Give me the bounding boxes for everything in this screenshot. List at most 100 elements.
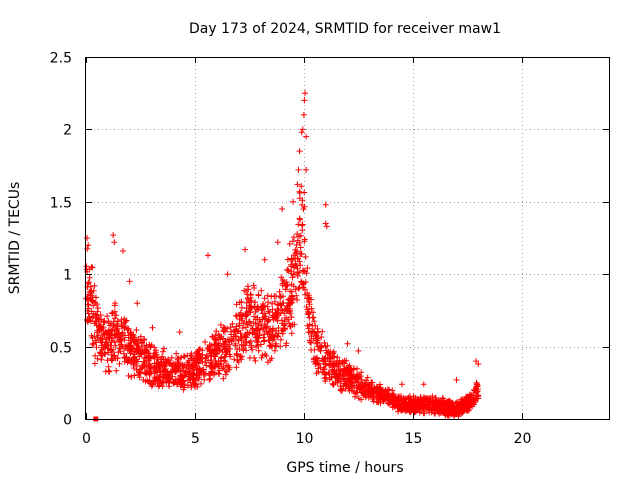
data-point [126,343,133,350]
data-point [257,341,264,348]
data-point [260,334,267,341]
y-tick-label: 2.5 [50,51,72,67]
data-point [295,285,302,292]
data-point [321,339,328,346]
data-point [240,347,247,354]
data-point [452,400,459,407]
data-point [300,284,307,291]
data-point [113,367,120,374]
data-point [174,356,181,363]
data-point [376,385,383,392]
data-point [320,357,327,364]
data-point [252,357,259,364]
y-tick-label: 0 [63,413,72,429]
data-point [144,377,151,384]
data-point [236,322,243,329]
data-point [293,250,300,257]
data-point [285,299,292,306]
data-point [275,307,282,314]
data-point [127,350,134,357]
data-point [221,353,228,360]
data-points [83,90,482,422]
data-point [369,396,376,402]
data-point [104,357,111,364]
data-point [253,306,260,313]
data-point [290,271,297,278]
data-point [185,371,192,378]
data-point [308,305,315,312]
data-point [219,365,226,372]
data-point [113,323,120,330]
data-point [293,241,300,248]
data-point [309,322,316,329]
data-point [168,354,175,361]
data-point [437,396,443,403]
data-point [322,220,329,227]
data-point [147,355,154,362]
data-point [333,367,340,374]
data-point [296,258,303,265]
data-point [282,286,289,293]
data-point [190,357,197,364]
data-point [178,354,185,361]
data-point [211,364,218,371]
data-point [224,348,230,355]
data-point [184,359,191,366]
data-point [112,342,119,349]
data-point [261,295,268,302]
data-point [427,395,434,402]
data-point [108,346,115,353]
data-point [321,356,328,363]
data-point [445,411,451,417]
data-point [132,338,138,345]
data-point [240,320,247,327]
data-point [143,371,150,378]
data-point [294,296,301,303]
data-point [409,398,416,405]
data-point [305,292,312,299]
data-point [95,316,102,323]
data-point [288,330,295,337]
data-point [240,337,246,344]
data-point [126,278,133,285]
data-point [254,303,261,310]
data-point [228,331,235,338]
data-point [199,358,206,365]
data-point [253,325,259,332]
data-point [281,318,288,325]
data-point [274,239,281,246]
data-point [293,292,300,299]
data-point [83,263,90,270]
data-point [266,337,273,344]
data-point [97,349,104,356]
data-point [93,301,100,308]
data-point [116,360,123,367]
data-point [207,359,214,366]
data-point [86,274,93,281]
data-point [298,129,305,136]
data-point [297,190,303,196]
data-point [124,326,131,333]
data-point [198,380,204,387]
data-point [475,361,482,367]
data-point [443,407,450,414]
data-point [97,312,104,319]
data-point [305,295,312,302]
data-point [238,315,245,322]
data-point [265,308,272,315]
data-point [253,337,260,344]
data-point [420,394,427,401]
data-point [355,395,362,402]
data-point [303,133,310,140]
data-point [354,385,360,392]
data-point [131,353,138,360]
data-point [207,353,214,360]
data-point [135,346,142,353]
data-point [292,260,299,267]
data-point [308,339,315,346]
data-point [222,349,229,356]
data-point [131,348,138,355]
data-point [113,312,120,319]
data-point [126,358,132,364]
data-point [111,239,118,246]
